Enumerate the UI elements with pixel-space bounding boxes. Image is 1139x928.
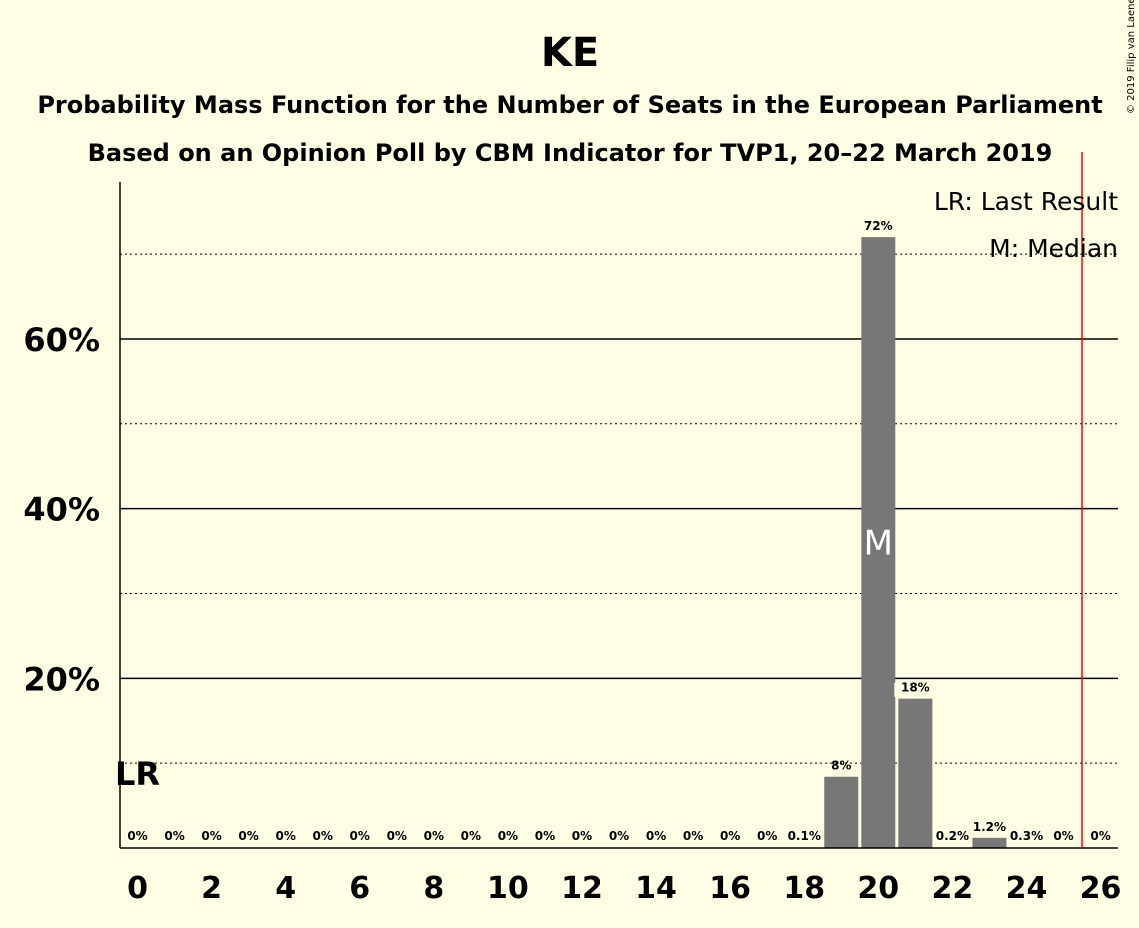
data-label: 0% [238, 829, 258, 843]
data-label: 0% [498, 829, 518, 843]
x-tick-label: 14 [635, 871, 677, 906]
data-label-background [857, 221, 900, 236]
x-tick-label: 2 [201, 871, 222, 906]
data-label: 0.3% [1010, 829, 1043, 843]
data-label: 1.2% [973, 820, 1006, 834]
data-label: 0% [535, 829, 555, 843]
x-tick-label: 6 [349, 871, 370, 906]
data-label: 0% [646, 829, 666, 843]
y-tick-label: 60% [23, 321, 100, 359]
x-tick-label: 22 [932, 871, 974, 906]
data-label: 8% [831, 759, 851, 773]
x-tick-label: 16 [709, 871, 751, 906]
x-tick-label: 4 [275, 871, 296, 906]
data-label: 0% [609, 829, 629, 843]
data-label: 0.1% [788, 829, 821, 843]
x-tick-label: 24 [1006, 871, 1048, 906]
y-axis-ticks: 20% 40% 60% [23, 321, 100, 698]
x-tick-label: 20 [857, 871, 899, 906]
data-label: 0% [424, 829, 444, 843]
data-label: 18% [901, 681, 930, 695]
x-tick-label: 12 [561, 871, 603, 906]
bar [972, 837, 1007, 848]
data-label: 0% [461, 829, 481, 843]
data-labels: 0% 0% 0% 0% 0% 0% 0% 0% 0% 0% 0% 0% 0% 0% 0% 0% 0% 0% 0.1%… [127, 219, 1110, 843]
data-label: 0% [350, 829, 370, 843]
data-label: 0% [683, 829, 703, 843]
x-axis-ticks: 0 2 4 6 8 10 12 14 16 18 20 22 24 26 [127, 871, 1121, 906]
x-tick-label: 8 [423, 871, 444, 906]
bar [898, 698, 933, 848]
data-label: 0% [720, 829, 740, 843]
median-marker: M [864, 524, 893, 564]
x-tick-label: 10 [487, 871, 529, 906]
chart-subtitle-2: Based on an Opinion Poll by CBM Indicato… [88, 139, 1053, 167]
chart-subtitle-1: Probability Mass Function for the Number… [37, 91, 1102, 119]
y-tick-label: 40% [23, 491, 100, 529]
gridlines [120, 253, 1118, 764]
data-label: 0% [387, 829, 407, 843]
x-tick-label: 18 [783, 871, 825, 906]
data-label: 0% [201, 829, 221, 843]
bar [824, 776, 859, 848]
data-label: 72% [864, 219, 893, 233]
last-result-marker: LR [115, 755, 160, 793]
data-label: 0% [1090, 829, 1110, 843]
data-label: 0% [313, 829, 333, 843]
data-label: 0% [757, 829, 777, 843]
data-label: 0% [164, 829, 184, 843]
y-tick-label: 20% [23, 660, 100, 698]
data-label: 0% [572, 829, 592, 843]
bar [861, 237, 896, 849]
x-tick-label: 0 [127, 871, 148, 906]
legend-last-result: LR: Last Result [934, 187, 1118, 216]
chart-title: KE [541, 30, 599, 76]
data-label: 0% [127, 829, 147, 843]
data-label: 0% [275, 829, 295, 843]
x-tick-label: 26 [1080, 871, 1122, 906]
bars [824, 237, 1007, 849]
data-label: 0% [1053, 829, 1073, 843]
data-label-background [894, 682, 937, 697]
data-label: 0.2% [936, 829, 969, 843]
copyright-notice: © 2019 Filip van Laenen [1126, 0, 1137, 114]
legend-median: M: Median [989, 234, 1118, 263]
